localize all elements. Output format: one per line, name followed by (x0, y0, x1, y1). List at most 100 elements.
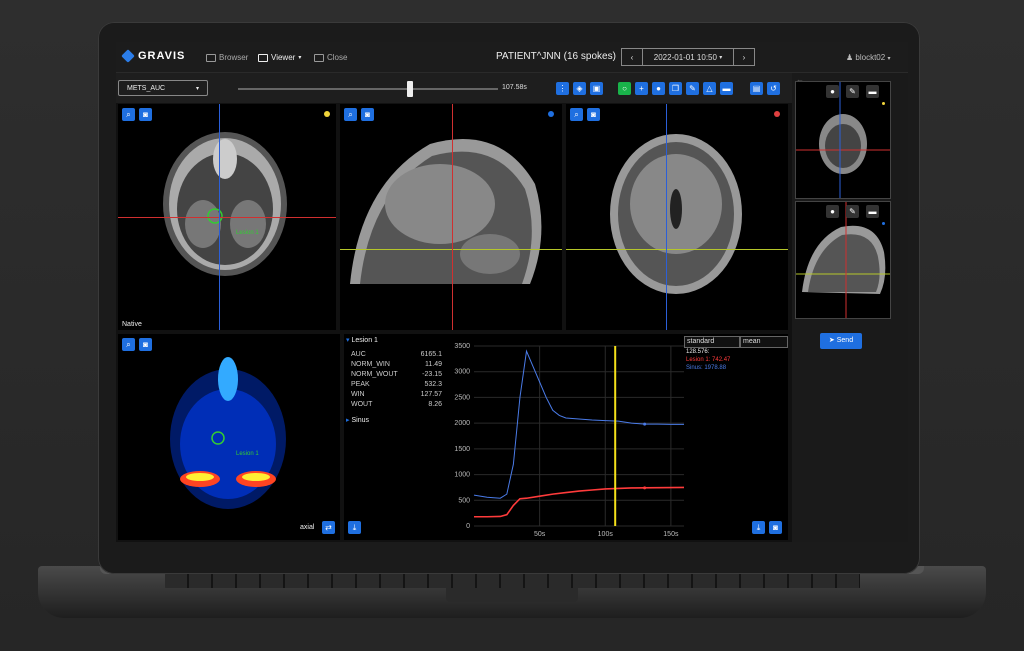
mean-select[interactable]: mean (740, 336, 788, 348)
date-navigator: ‹ 2022-01-01 10:50 ▾ › (621, 48, 755, 66)
y-tick-label: 2500 (454, 394, 470, 401)
map-select[interactable]: METS_AUC ▾ (118, 80, 208, 96)
viewport-color-dot (324, 111, 330, 117)
thumbnail-color-dot (882, 102, 885, 105)
edit-icon[interactable]: ✎ (846, 205, 859, 218)
trash-button[interactable]: ▬ (720, 82, 733, 95)
thumbnail-sagittal[interactable]: ● ✎ ▬ (795, 201, 891, 319)
edit-icon[interactable]: ✎ (846, 85, 859, 98)
user-icon: ♟ (846, 53, 854, 62)
time-slider-track[interactable] (238, 88, 498, 90)
series-marker (643, 422, 647, 426)
pen-button[interactable]: ✎ (686, 82, 699, 95)
camera-button[interactable]: ◙ (361, 108, 374, 121)
pin-button[interactable]: ● (652, 82, 665, 95)
close-icon (314, 53, 324, 62)
time-slider-thumb[interactable] (406, 81, 413, 97)
crosshair-horizontal (566, 249, 788, 250)
crosshair-vertical (452, 104, 453, 330)
crosshair-horizontal (340, 249, 562, 250)
viewport-parametric-map[interactable]: Lesion 1 ⌕ ◙ axial ⇄ (118, 334, 340, 540)
camera-button[interactable]: ◙ (587, 108, 600, 121)
series-line-sinus (473, 349, 684, 499)
camera-button[interactable]: ◙ (139, 338, 152, 351)
map-select-value: METS_AUC (127, 84, 166, 92)
delete-icon[interactable]: ▬ (866, 85, 879, 98)
user-name: blockt02 (855, 53, 886, 62)
viewport-sagittal[interactable]: ⌕ ◙ (340, 104, 562, 330)
thumbnail-sidebar: ← ● ✎ ▬ ● ✎ ▬ (792, 73, 908, 542)
thumbnail-axial-image (796, 82, 890, 198)
copy-button[interactable]: ❐ (669, 82, 682, 95)
stat-key: AUC (351, 351, 366, 358)
circle-roi-button[interactable]: ○ (618, 82, 631, 95)
sinus-header[interactable]: ▸ Sinus (344, 410, 444, 434)
sinus-header-label: Sinus (351, 417, 369, 424)
series-marker (643, 486, 647, 490)
legend-lesion: Lesion 1: 742.47 (686, 357, 731, 363)
stat-key: WIN (351, 391, 365, 398)
patient-title: PATIENT^JNN (16 spokes) (496, 51, 616, 62)
nav-viewer[interactable]: Viewer ▾ (258, 53, 301, 62)
stat-value: 11.49 (425, 361, 442, 368)
y-tick-label: 3500 (454, 343, 470, 350)
viewport-color-dot (774, 111, 780, 117)
history-button[interactable]: ↺ (767, 82, 780, 95)
delete-icon[interactable]: ▬ (866, 205, 879, 218)
chevron-down-icon: ▾ (887, 56, 891, 62)
lesion-header[interactable]: ▾ Lesion 1 (344, 334, 444, 350)
logo-text: GRAVIS (138, 50, 186, 62)
pin-icon[interactable]: ● (826, 205, 839, 218)
keyboard-keys (165, 574, 860, 588)
toolbar: METS_AUC ▾ 107.58s ⋮ ◈ ▣ ○ + ● ❐ ✎ △ ▬ ▤… (116, 73, 792, 103)
viewport-label: axial (300, 524, 315, 531)
viewer-icon (258, 53, 268, 62)
warning-button[interactable]: △ (703, 82, 716, 95)
standard-select[interactable]: standard (684, 336, 740, 348)
chevron-down-icon: ▾ (719, 54, 723, 61)
viewport-coronal[interactable]: ⌕ ◙ (566, 104, 788, 330)
zoom-button[interactable]: ⌕ (122, 338, 135, 351)
save-button[interactable]: ▤ (750, 82, 763, 95)
date-select[interactable]: 2022-01-01 10:50 ▾ (643, 48, 733, 66)
legend-time: 128.576: (686, 349, 710, 355)
nav-browser[interactable]: Browser (206, 53, 248, 62)
more-options-button[interactable]: ⋮ (556, 82, 569, 95)
viewport-axial[interactable]: Lesion 1 ⌕ ◙ Native (118, 104, 336, 330)
y-tick-label: 500 (458, 497, 470, 504)
logo-icon (121, 49, 135, 63)
enhancement-chart[interactable]: 0 500 1000 1500 2000 2500 3000 3500 50s 100s 150s (444, 334, 784, 540)
stat-row: WIN 127.57 (344, 390, 444, 400)
nav-close[interactable]: Close (314, 53, 347, 62)
zoom-button[interactable]: ⌕ (570, 108, 583, 121)
send-button[interactable]: ➤ Send (820, 333, 862, 349)
app-logo[interactable]: GRAVIS (121, 49, 186, 63)
add-button[interactable]: + (635, 82, 648, 95)
download-chart-button[interactable]: ⤓ (752, 521, 765, 534)
stat-value: -23.15 (422, 371, 442, 378)
prev-date-button[interactable]: ‹ (621, 48, 643, 66)
viewport-color-dot (548, 111, 554, 117)
camera-button[interactable]: ◙ (769, 521, 782, 534)
zoom-button[interactable]: ⌕ (344, 108, 357, 121)
stat-value: 6165.1 (420, 351, 442, 358)
camera-button[interactable]: ◙ (139, 108, 152, 121)
swap-orientation-button[interactable]: ⇄ (322, 521, 335, 534)
crosshair-button[interactable]: ◈ (573, 82, 586, 95)
zoom-button[interactable]: ⌕ (122, 108, 135, 121)
thumbnail-axial[interactable]: ● ✎ ▬ (795, 81, 891, 199)
lock-button[interactable]: ▣ (590, 82, 603, 95)
back-arrow-icon[interactable]: ← (796, 75, 804, 84)
next-date-button[interactable]: › (733, 48, 755, 66)
user-menu[interactable]: ♟ blockt02 ▾ (846, 53, 890, 62)
download-button[interactable]: ⤓ (348, 521, 361, 534)
sagittal-image (350, 139, 542, 284)
stat-key: NORM_WIN (351, 361, 390, 368)
thumbnail-sagittal-image (796, 202, 890, 318)
screen: GRAVIS Browser Viewer ▾ Close PATIENT^JN… (116, 42, 908, 542)
trackpad (446, 588, 578, 602)
stat-value: 127.57 (420, 391, 442, 398)
pin-icon[interactable]: ● (826, 85, 839, 98)
crosshair-vertical (666, 104, 667, 330)
caret-right-icon: ▸ (346, 417, 350, 424)
